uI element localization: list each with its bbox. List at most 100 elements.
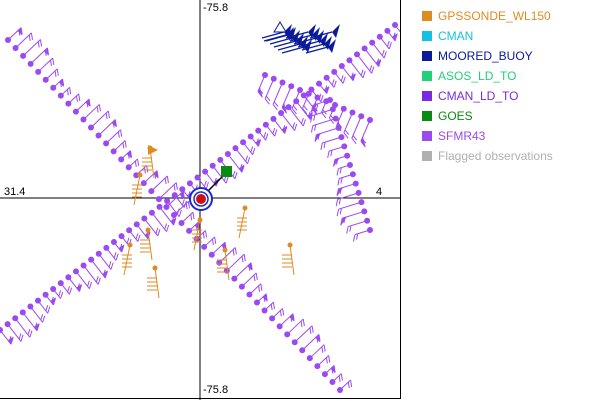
wind-barb-feather — [338, 178, 339, 185]
sonde-profile-line — [239, 208, 245, 238]
wind-barb-feather — [121, 130, 122, 137]
sfmr-observation-dot — [20, 53, 26, 59]
wind-barb-feather — [347, 227, 348, 234]
wind-barb-staff — [273, 83, 282, 105]
legend-item[interactable]: CMAN_LD_TO — [422, 86, 597, 106]
wind-barb-feather — [311, 126, 312, 133]
sfmr-observation-dot — [201, 244, 207, 250]
sfmr-observation-dot — [35, 69, 41, 75]
wind-barb-feather — [57, 69, 58, 76]
wind-barb-feather — [244, 254, 245, 261]
sfmr-observation-dot — [163, 204, 169, 210]
sfmr-observation-dot — [307, 355, 313, 361]
legend-item[interactable]: GPSSONDE_WL150 — [422, 6, 597, 26]
wind-barb-feather — [43, 316, 45, 323]
sfmr-observation-dot — [288, 83, 294, 89]
sfmr-observation-dot — [377, 34, 383, 40]
sfmr-observation-dot — [384, 28, 390, 34]
wind-barb-feather — [322, 347, 323, 353]
wind-barb-feather — [174, 185, 175, 191]
sfmr-observation-dot — [350, 110, 356, 116]
wind-barb-feather — [111, 263, 113, 270]
legend-label: MOORED_BUOY — [438, 49, 533, 63]
wind-barb-feather — [332, 79, 334, 85]
sfmr-observation-dot — [292, 339, 298, 345]
legend-item[interactable]: GOES — [422, 106, 597, 126]
sfmr-observation-dot — [329, 379, 335, 385]
sonde-pennant — [148, 145, 158, 155]
wind-barb-feather — [351, 380, 352, 387]
wind-barb-feather — [233, 250, 234, 256]
legend-item[interactable]: MOORED_BUOY — [422, 46, 597, 66]
legend-item[interactable]: ASOS_LD_TO — [422, 66, 597, 86]
legend-item[interactable]: SFMR43 — [422, 126, 597, 146]
wind-barb-feather — [254, 275, 255, 281]
wind-barb-feather — [114, 252, 116, 258]
legend-swatch — [422, 91, 432, 101]
wind-barb-feather — [29, 35, 30, 41]
sfmr-observation-dot — [232, 145, 238, 151]
wind-barb-feather — [59, 290, 61, 296]
sfmr-observation-dot — [12, 315, 18, 321]
sfmr-observation-dot — [118, 156, 124, 162]
wind-barb-feather — [339, 376, 340, 382]
wind-barb-feather — [116, 254, 118, 261]
wind-barb-staff — [316, 128, 338, 135]
sfmr-observation-dot — [96, 132, 102, 138]
sfmr-observation-dot — [209, 252, 215, 258]
legend-item[interactable]: CMAN — [422, 26, 597, 46]
wind-barb-feather — [188, 201, 189, 208]
sfmr-observation-dot — [361, 208, 367, 214]
wind-barb-feather — [28, 329, 30, 335]
wind-barb-feather — [182, 199, 184, 205]
sfmr-observation-dot — [336, 125, 342, 131]
sfmr-observation-dot — [50, 85, 56, 91]
wind-barb-staff — [292, 90, 300, 108]
wind-barb-feather — [31, 33, 32, 40]
sfmr-observation-dot — [126, 164, 132, 170]
wind-barb-feather — [99, 104, 100, 111]
observation-map[interactable] — [0, 0, 401, 400]
sfmr-observation-dot — [327, 97, 333, 103]
sfmr-observation-dot — [271, 76, 277, 82]
wind-barb-feather — [79, 94, 80, 101]
wind-barb-feather — [253, 148, 255, 155]
wind-barb-feather — [274, 102, 278, 107]
legend-label: Flagged observations — [438, 149, 553, 163]
wind-barb-feather — [61, 292, 63, 299]
wind-barb-feather — [176, 183, 177, 190]
left-latitude-label: 31.4 — [4, 186, 25, 198]
legend-swatch — [422, 151, 432, 161]
wind-barb-feather — [259, 286, 260, 292]
wind-barb-feather — [273, 302, 274, 309]
wind-barb-feather — [372, 67, 374, 74]
wind-barb-feather — [361, 70, 363, 76]
wind-barb-feather — [135, 161, 136, 167]
wind-barb-feather — [30, 331, 32, 338]
wind-barb-feather — [293, 106, 297, 111]
sfmr-observation-dot — [316, 81, 322, 87]
map-plot[interactable]: -75.8 -75.8 31.4 4 — [0, 0, 401, 400]
sfmr-observation-dot — [364, 218, 370, 224]
legend-label: GOES — [438, 109, 473, 123]
sfmr-observation-dot — [347, 162, 353, 168]
legend-item[interactable]: Flagged observations — [422, 146, 597, 166]
sfmr-observation-dot — [339, 63, 345, 69]
wind-barb-feather — [256, 273, 257, 280]
sfmr-observation-dot — [148, 188, 154, 194]
sfmr-observation-dot — [111, 148, 117, 154]
sfmr-observation-dot — [172, 192, 178, 198]
sfmr-observation-dot — [346, 57, 352, 63]
sfmr-observation-dot — [337, 387, 343, 393]
sfmr-observation-dot — [344, 153, 350, 159]
buoy-triangle-marker — [274, 22, 286, 32]
wind-barb-feather — [331, 150, 332, 156]
wind-barb-feather — [340, 208, 341, 214]
wind-barb-feather — [304, 106, 308, 111]
sfmr-observation-dot — [81, 262, 87, 268]
wind-barb-feather — [334, 81, 336, 88]
wind-barb-feather — [203, 233, 204, 239]
wind-barb-feather — [324, 142, 325, 148]
sfmr-observation-dot — [369, 40, 375, 46]
